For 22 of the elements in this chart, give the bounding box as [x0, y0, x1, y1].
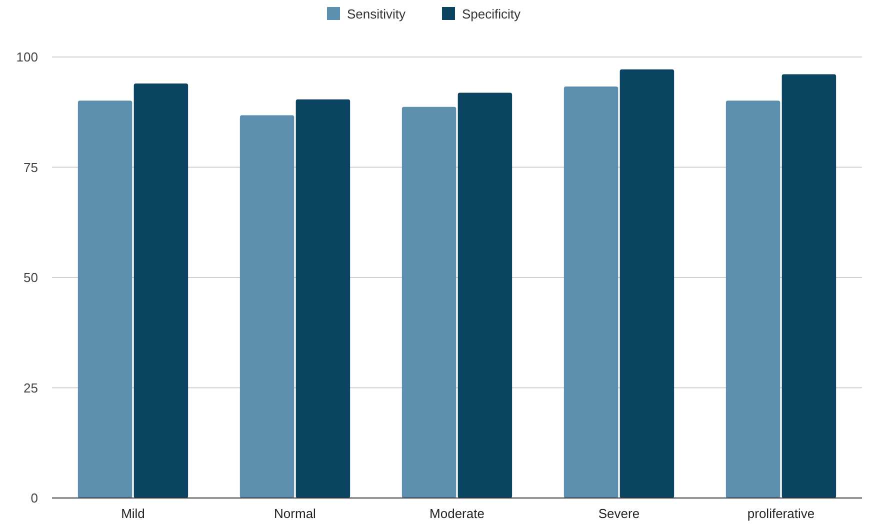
bar [726, 100, 780, 498]
x-tick-label: Moderate [430, 506, 484, 521]
bar [296, 99, 350, 498]
bar [782, 74, 836, 498]
y-tick-label: 25 [24, 380, 38, 396]
bar [240, 115, 294, 498]
bar [78, 100, 132, 498]
y-tick-label: 0 [30, 490, 38, 506]
x-tick-label: Normal [274, 506, 316, 521]
bar [402, 106, 456, 498]
bar [458, 92, 512, 498]
x-tick-label: Severe [598, 506, 640, 521]
bar [134, 83, 188, 498]
legend-label: Specificity [462, 6, 522, 22]
x-tick-label: proliferative [747, 506, 815, 521]
y-tick-label: 100 [16, 50, 38, 65]
y-tick-label: 75 [24, 160, 38, 175]
bar [564, 86, 618, 498]
y-tick-label: 50 [24, 270, 38, 286]
legend-label: Sensitivity [347, 6, 406, 22]
x-tick-label: Mild [121, 506, 145, 521]
bar [620, 69, 674, 498]
